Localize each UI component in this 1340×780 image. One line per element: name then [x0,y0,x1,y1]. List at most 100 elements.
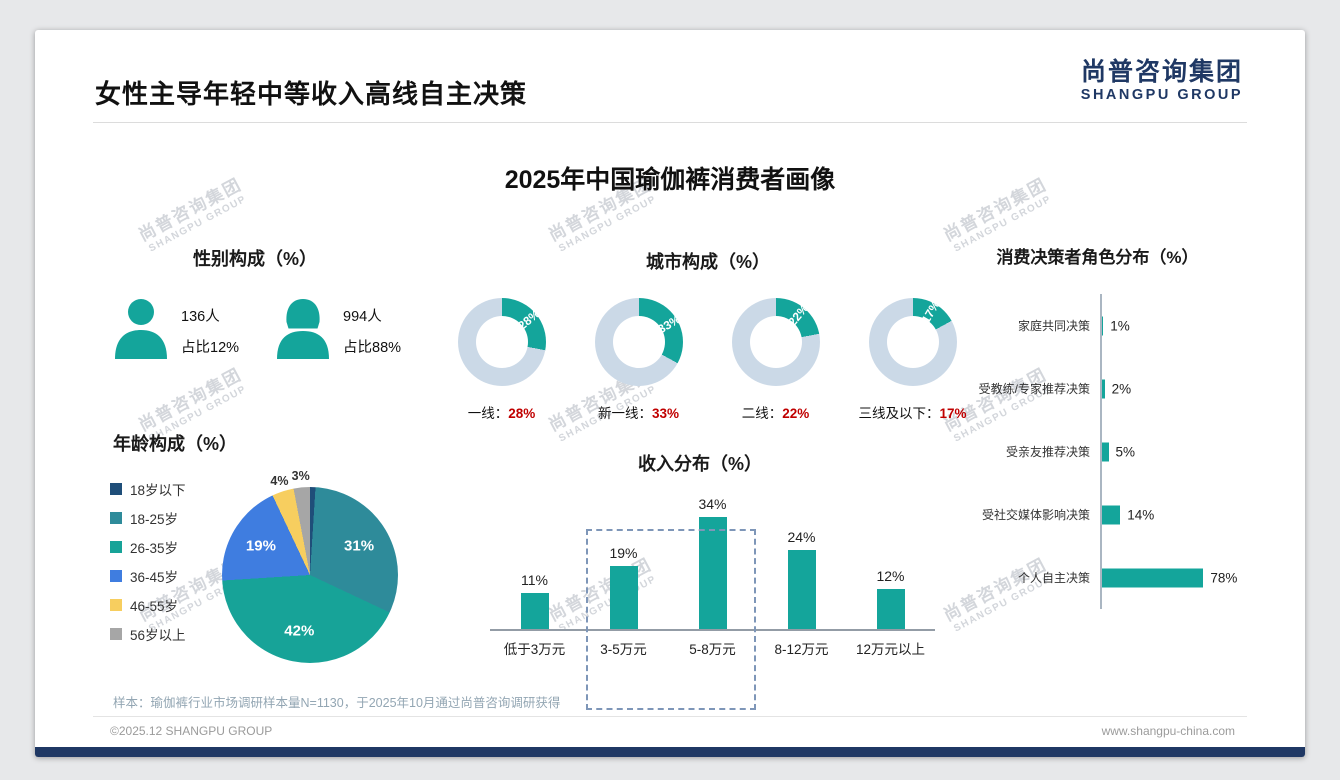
donut-value-label: 28% [514,306,543,333]
pie-value-label: 42% [284,622,315,640]
income-column: 12% [846,568,935,629]
legend-item: 36-45岁 [110,561,186,590]
legend-item: 18-25岁 [110,503,186,532]
copyright-text: ©2025.12 SHANGPU GROUP [110,724,273,738]
decision-value-label: 14% [1127,507,1155,522]
income-highlight-box [586,529,756,710]
legend-swatch [110,569,122,582]
donut-caption-label: 二线： [741,406,783,421]
legend-label: 46-55岁 [130,598,179,614]
pie-value-label: 3% [291,469,310,484]
legend-swatch [110,482,122,495]
income-value-label: 12% [876,568,905,585]
gender-stats: 994人占比88% [343,305,401,357]
age-legend: 18岁以下 18-25岁 26-35岁 36-45岁 46-55岁 56岁以上 [110,474,186,648]
sample-note: 样本：瑜伽裤行业市场调研样本量N=1130，于2025年10月通过尚普咨询调研获… [113,696,561,710]
income-x-axis-labels: 低于3万元 3-5万元 5-8万元 8-12万元 12万元以上 [490,631,935,658]
gender-count: 136人 [181,308,220,325]
brand-logo-en: SHANGPU GROUP [1080,86,1243,103]
donut-label-wrap: 28% [440,280,564,404]
income-chart: 11% 19% 34% 24% 12% 低于3万元 3-5万元 5-8万元 8-12万元 12万… [490,494,935,710]
gender-section-title: 性别构成（%） [192,249,317,269]
legend-label: 56岁以上 [130,627,186,643]
decision-bar-area: 5% [1100,420,1265,483]
donut-caption-label: 新一线： [597,406,652,421]
donut-hole [612,316,665,368]
section-age: 年龄构成（%） 18岁以下 18-25岁 26-35岁 36-45岁 46-55岁 56岁… [100,430,530,685]
decision-category-label: 受亲友推荐决策 [1005,445,1090,459]
decision-value-label: 5% [1115,444,1136,459]
donut-caption-value: 28% [508,406,536,421]
decision-row: 家庭共同决策 1% [930,294,1265,357]
income-column: 19% [579,545,668,629]
legend-swatch [110,627,122,640]
decision-row: 受亲友推荐决策 5% [930,420,1265,483]
age-section-title: 年龄构成（%） [112,434,237,454]
age-pie-chart [222,487,398,663]
donut-label-wrap: 22% [714,280,838,404]
pie-value-label: 31% [344,537,375,555]
donut-chart: 22% [731,298,820,386]
decision-bar-area: 2% [1100,357,1265,420]
donut-hole [475,316,528,368]
decision-row: 受教练/专家推荐决策 2% [930,357,1265,420]
female-icon [275,297,331,364]
gender-share: 占比12% [181,339,240,356]
header-divider [93,122,1247,123]
donut-label-wrap: 33% [578,282,699,403]
section-decision: 消费决策者角色分布（%） 家庭共同决策 1% 受教练/专家推荐决策 2% 受亲友推荐决策… [930,243,1265,609]
legend-label: 18岁以下 [130,482,186,498]
donut-chart: 17% [868,298,957,386]
income-value-label: 24% [787,528,816,545]
brand-logo: 尚普咨询集团 SHANGPU GROUP [1081,58,1243,103]
section-gender: 性别构成（%） 136人占比12% 994人占比88% [105,245,405,364]
income-bar [609,566,638,629]
city-donut-cell: 28% 一线：28% [433,298,570,422]
city-section-title: 城市构成（%） [645,252,770,272]
section-income: 收入分布（%） 11% 19% 34% 24% 12% 低于3万元 3-5万元 5-8万元 8… [490,450,950,710]
decision-bar [1102,316,1104,335]
decision-bar [1102,442,1109,461]
legend-item: 26-35岁 [110,532,186,561]
income-value-label: 19% [609,545,638,562]
donut-value-label: 22% [784,301,811,329]
gender-count: 994人 [343,308,382,325]
income-column: 24% [757,529,846,629]
footer-divider [93,716,1247,717]
legend-item: 18岁以下 [110,474,186,503]
decision-category-label: 个人自主决策 [1017,571,1090,585]
decision-bar-area: 14% [1100,483,1265,546]
gender-item-female: 994人占比88% [275,297,401,364]
donut-caption: 三线及以下：17% [858,402,966,422]
donut-caption-value: 17% [939,406,967,421]
income-bar [876,589,905,629]
decision-bar-area: 78% [1100,546,1265,609]
brand-logo-cn: 尚普咨询集团 [1080,58,1243,86]
city-donut-cell: 17% 三线及以下：17% [844,298,981,422]
donut-caption: 二线：22% [742,402,810,422]
section-city: 城市构成（%） 28% 一线：28% 33% 新一线：33% 22% 二线：22% 17% 三… [433,248,983,422]
gender-item-male: 136人占比12% [113,297,239,364]
pie-value-label: 4% [270,473,289,488]
income-x-label: 5-8万元 [689,642,736,657]
page-title: 女性主导年轻中等收入高线自主决策 [95,79,528,109]
donut-caption-label: 三线及以下： [858,406,940,421]
decision-category-label: 受教练/专家推荐决策 [978,382,1090,396]
decision-row: 个人自主决策 78% [930,546,1265,609]
gender-share: 占比88% [343,339,402,356]
income-bar [787,549,816,629]
decision-bar [1102,568,1204,587]
donut-chart: 33% [594,298,683,386]
donut-chart: 28% [457,298,546,386]
decision-category-label: 受社交媒体影响决策 [981,508,1090,522]
decision-bar-area: 1% [1100,294,1265,357]
decision-section-title: 消费决策者角色分布（%） [996,248,1199,267]
decision-value-label: 1% [1110,318,1130,333]
legend-item: 46-55岁 [110,590,186,619]
income-bar [520,592,549,629]
income-bars: 11% 19% 34% 24% 12% [490,494,935,631]
legend-swatch [110,511,122,524]
income-x-label: 3-5万元 [600,642,647,657]
decision-bar [1102,505,1121,524]
gender-stats: 136人占比12% [181,305,239,357]
